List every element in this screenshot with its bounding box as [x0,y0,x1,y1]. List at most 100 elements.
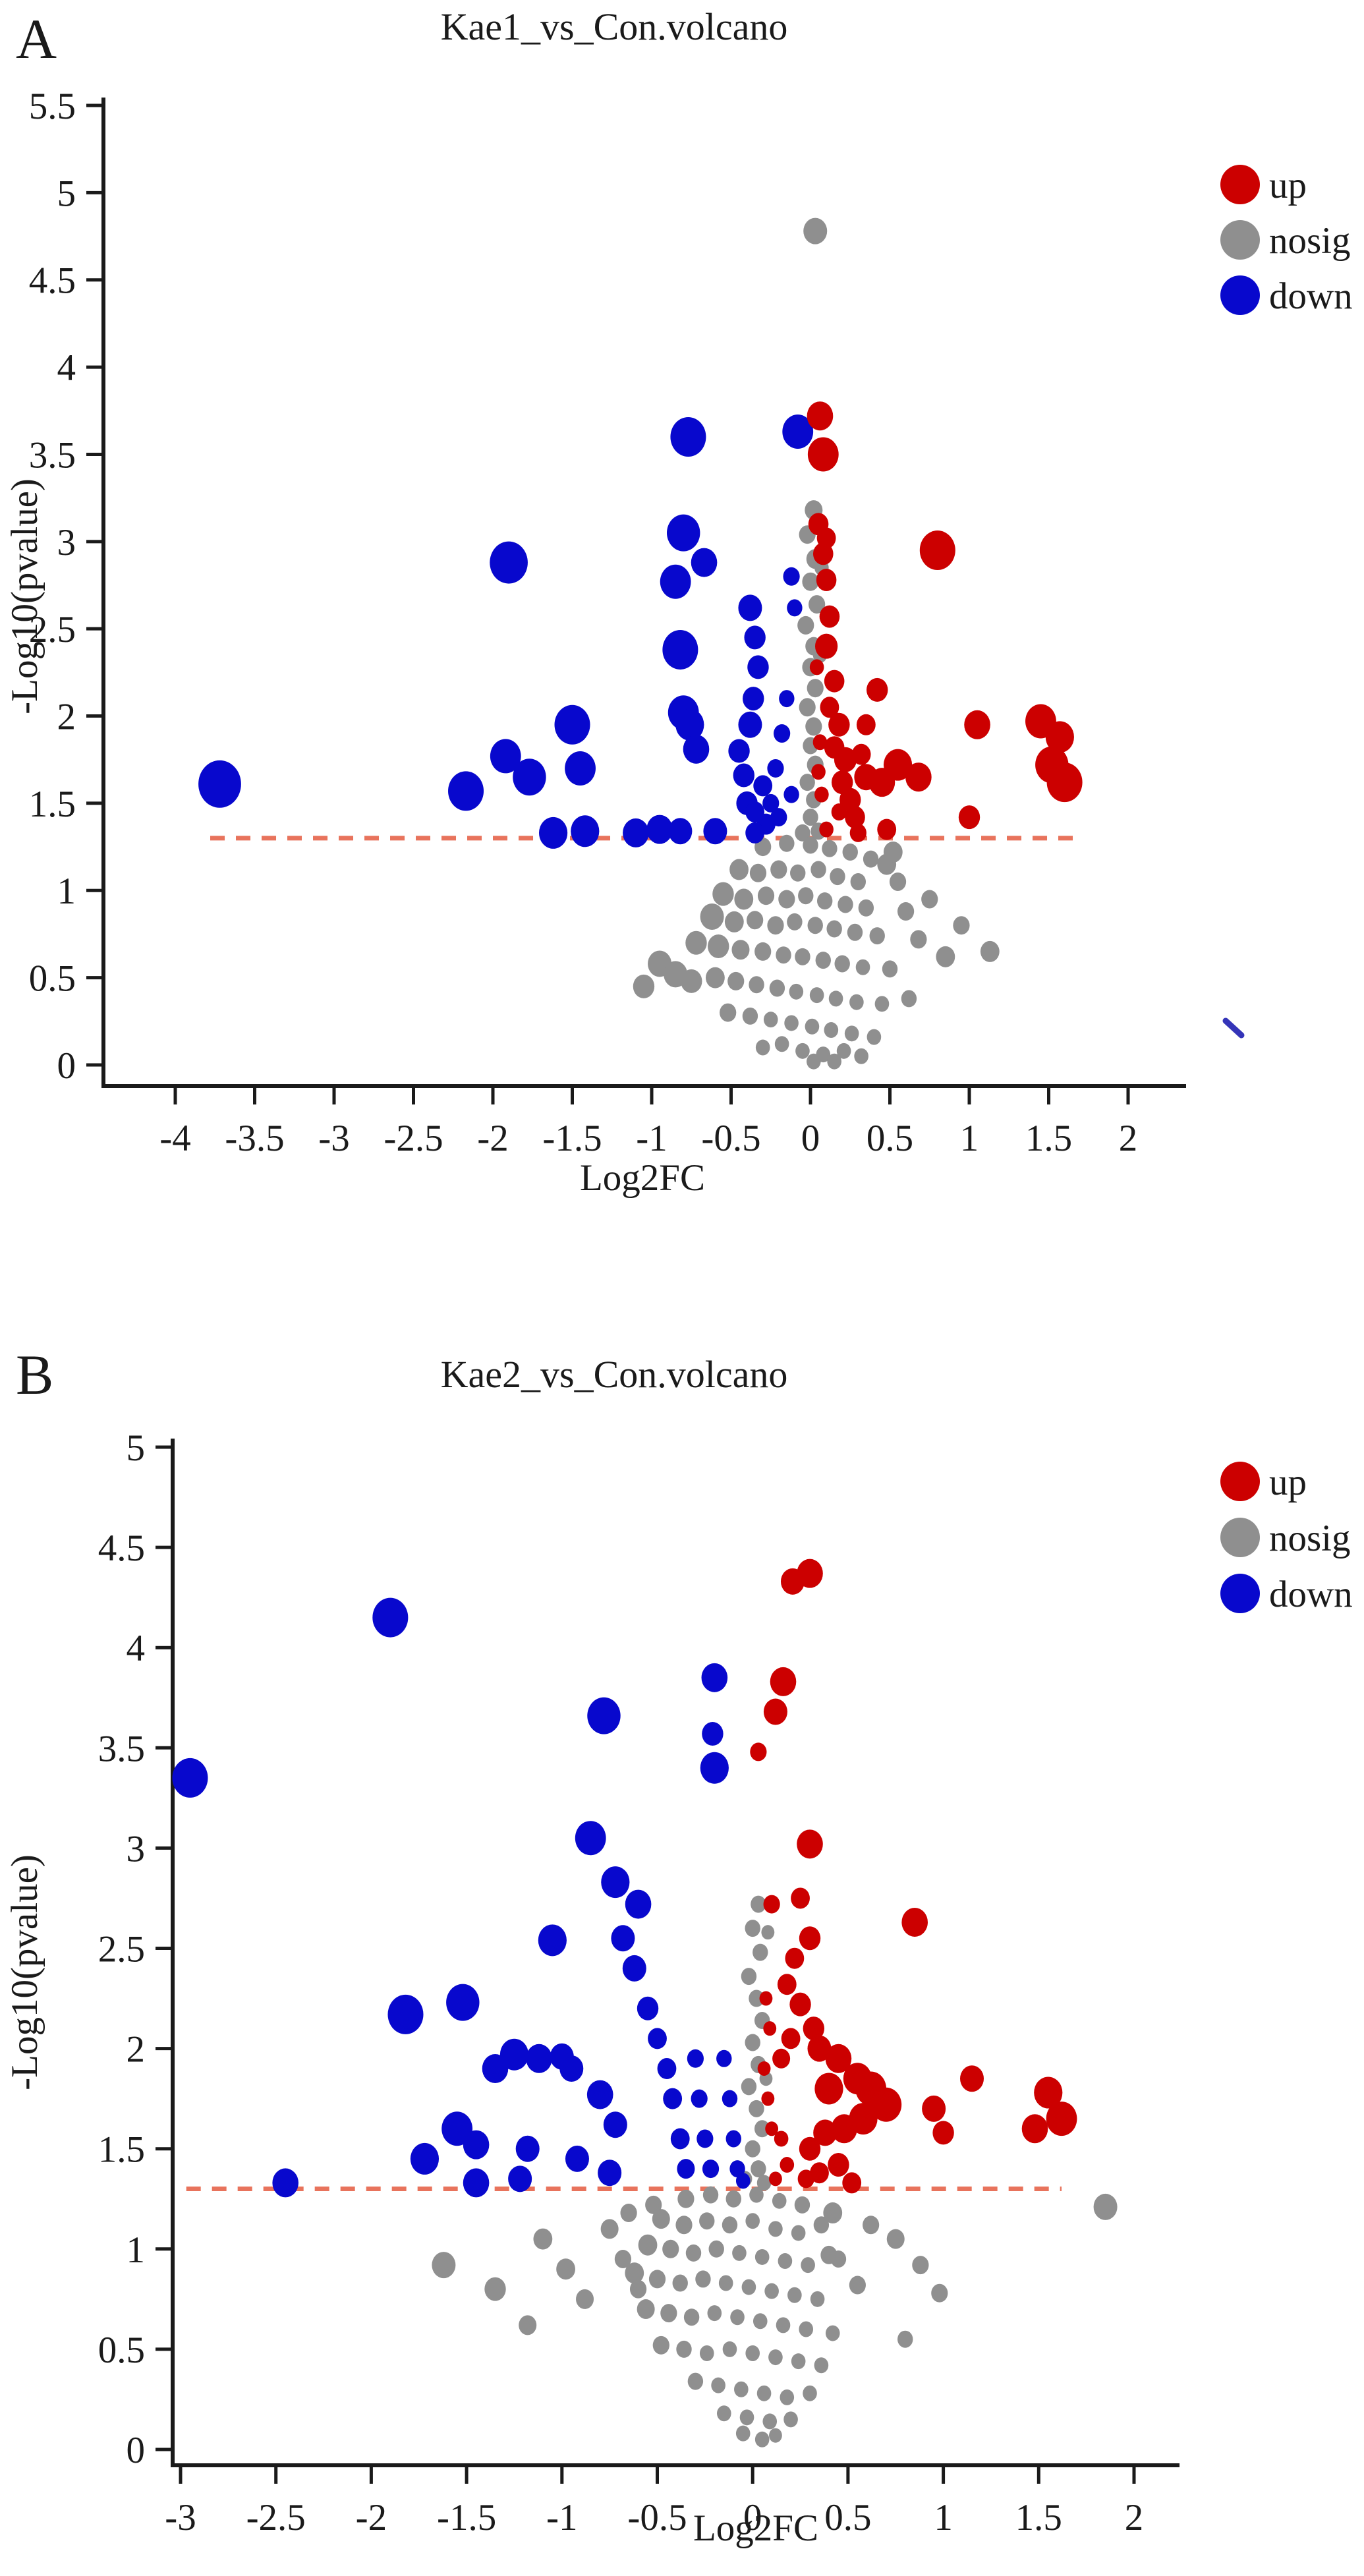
nosig-point [795,824,810,842]
nosig-point [638,2234,658,2256]
up-point [828,2153,849,2177]
y-tick-label: 3.5 [29,434,76,476]
up-point [932,2121,954,2145]
up-point [825,2044,852,2073]
nosig-point [836,1043,851,1059]
down-point [701,1663,728,1692]
nosig-point [672,2274,688,2292]
nosig-point [745,2345,760,2361]
up-point [750,1742,767,1761]
down-point-group [172,1597,751,2198]
nosig-point [803,809,818,826]
x-tick-label: 0 [743,2497,762,2538]
nosig-point [827,1053,841,1070]
nosig-point [734,888,754,910]
nosig-point [791,2225,806,2241]
nosig-point [699,2212,715,2230]
x-tick-label: -3 [165,2497,196,2538]
up-point [867,677,888,702]
down-point [598,2160,622,2187]
down-point [513,758,546,796]
legend-swatch-up-icon [1220,165,1260,204]
nosig-point [645,2195,662,2214]
nosig-point [556,2258,575,2280]
nosig-point [772,2192,787,2209]
down-point [490,541,528,584]
x-tick-label: 2 [1119,1118,1138,1159]
nosig-point [751,2160,766,2178]
down-point [441,2111,473,2146]
up-point [757,2061,771,2076]
nosig-point [754,2248,770,2265]
x-tick-label: 1.5 [1015,2497,1062,2538]
x-tick-label: 1 [960,1118,979,1159]
down-point [675,708,704,741]
y-tick-label: 4.5 [98,1528,145,1569]
nosig-point [722,2341,737,2357]
down-point [662,629,698,670]
x-tick-label: 1.5 [1025,1118,1072,1159]
nosig-point [980,940,1000,962]
nosig-point [795,1043,810,1059]
nosig-point [953,916,970,935]
up-point [819,605,840,628]
nosig-point [745,2140,760,2158]
nosig-point [815,952,831,969]
nosig-point [660,2304,677,2323]
down-point [603,2111,627,2138]
nosig-point [810,2291,825,2307]
y-tick-label: 4 [57,347,76,389]
x-axis-label: Log2FC [693,2507,818,2549]
up-point [1046,762,1083,803]
nosig-point [745,2213,760,2229]
legend-label-nosig: nosig [1269,220,1351,262]
y-tick-label: 3 [57,522,76,563]
up-point [842,2172,862,2194]
nosig-point [828,990,843,1007]
up-point [813,2119,838,2146]
y-tick-label: 0 [127,2430,146,2471]
down-point [198,760,241,808]
nosig-point [816,892,833,910]
nosig-point [754,942,772,961]
down-point [744,625,766,650]
down-point [508,2165,532,2192]
nosig-point [889,873,907,892]
nosig-point [799,2321,814,2337]
down-point [787,599,803,617]
down-point [625,1889,652,1919]
x-tick-label: 0 [801,1118,820,1159]
nosig-point [730,2309,745,2326]
up-point [799,2136,821,2161]
nosig-point [749,1989,764,2007]
down-point-group [198,415,814,849]
nosig-point [783,2411,798,2428]
down-point [668,818,693,845]
down-point [738,711,762,738]
up-point [774,2131,789,2147]
nosig-point [824,1022,839,1039]
down-point [387,1994,424,2034]
nosig-point [706,967,725,988]
up-point [789,1992,811,2017]
down-point [696,2129,714,2148]
nosig-point [685,930,707,955]
y-tick-label: 1.5 [29,784,76,825]
nosig-point [778,890,795,909]
nosig-point [712,882,734,906]
nosig-point [770,860,787,879]
down-point [677,2159,695,2179]
y-tick-label: 1 [57,871,76,912]
down-point [410,2142,440,2175]
y-tick-label: 2 [127,2029,146,2071]
nosig-point [809,595,826,614]
down-point [526,2044,552,2073]
up-point [763,1895,780,1914]
legend-label-up: up [1269,165,1307,206]
down-point [691,2089,708,2108]
nosig-point [798,887,814,905]
down-point [601,1866,630,1899]
nosig-point [776,2317,791,2333]
nosig-point [756,2175,772,2191]
nosig-point [863,2216,880,2235]
